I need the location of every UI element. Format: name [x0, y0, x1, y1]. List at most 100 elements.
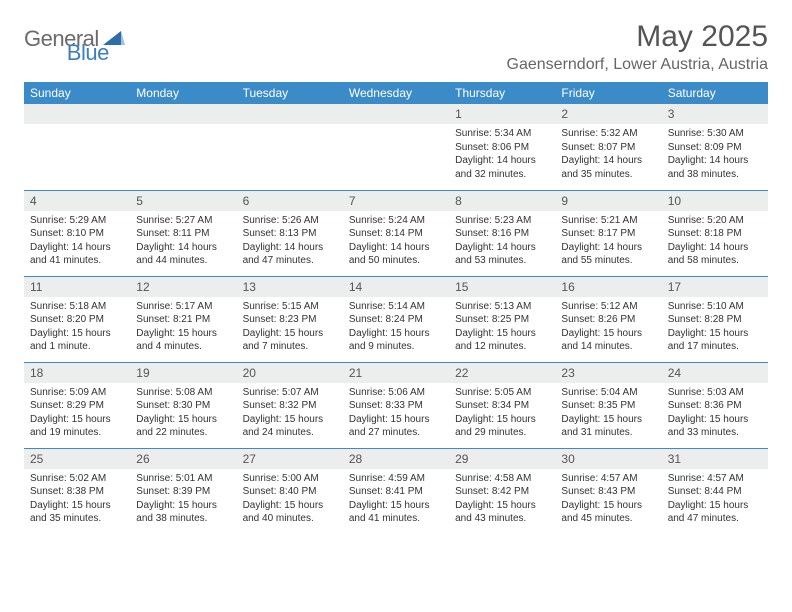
sunrise-line: Sunrise: 5:32 AM	[561, 128, 637, 139]
sunset-line: Sunset: 8:41 PM	[349, 486, 423, 497]
daylight-line: Daylight: 15 hours and 47 minutes.	[668, 500, 749, 525]
day-number: 10	[662, 191, 768, 211]
calendar-day-cell: 4Sunrise: 5:29 AMSunset: 8:10 PMDaylight…	[24, 190, 130, 276]
sunrise-line: Sunrise: 5:30 AM	[668, 128, 744, 139]
day-details: Sunrise: 5:03 AMSunset: 8:36 PMDaylight:…	[662, 383, 768, 444]
calendar-day-cell: 1Sunrise: 5:34 AMSunset: 8:06 PMDaylight…	[449, 104, 555, 190]
sunrise-line: Sunrise: 5:18 AM	[30, 301, 106, 312]
day-details: Sunrise: 5:29 AMSunset: 8:10 PMDaylight:…	[24, 211, 130, 272]
sunrise-line: Sunrise: 5:00 AM	[243, 473, 319, 484]
calendar-day-cell: 3Sunrise: 5:30 AMSunset: 8:09 PMDaylight…	[662, 104, 768, 190]
calendar-day-cell: 20Sunrise: 5:07 AMSunset: 8:32 PMDayligh…	[237, 362, 343, 448]
calendar-day-cell	[24, 104, 130, 190]
sunrise-line: Sunrise: 5:05 AM	[455, 387, 531, 398]
day-header: Thursday	[449, 82, 555, 104]
daylight-line: Daylight: 15 hours and 1 minute.	[30, 328, 111, 353]
day-details: Sunrise: 5:01 AMSunset: 8:39 PMDaylight:…	[130, 469, 236, 530]
day-number: 8	[449, 191, 555, 211]
day-number: 5	[130, 191, 236, 211]
day-number: 16	[555, 277, 661, 297]
day-details: Sunrise: 5:18 AMSunset: 8:20 PMDaylight:…	[24, 297, 130, 358]
day-details: Sunrise: 5:12 AM Sunset: 8:26 PM Daylight:…	[555, 297, 661, 358]
day-number: 17	[662, 277, 768, 297]
day-details: Sunrise: 5:26 AMSunset: 8:13 PMDaylight:…	[237, 211, 343, 272]
calendar-week-row: 25Sunrise: 5:02 AMSunset: 8:38 PMDayligh…	[24, 448, 768, 534]
sunrise-line: Sunrise: 5:04 AM	[561, 387, 637, 398]
calendar-day-cell: 31Sunrise: 4:57 AMSunset: 8:44 PMDayligh…	[662, 448, 768, 534]
sunrise-line: Sunrise: 4:57 AM	[561, 473, 637, 484]
daylight-line: Daylight: 14 hours and 41 minutes.	[30, 242, 111, 267]
day-details: Sunrise: 5:24 AMSunset: 8:14 PMDaylight:…	[343, 211, 449, 272]
sunrise-line: Sunrise: 5:26 AM	[243, 215, 319, 226]
daylight-line: Daylight: 15 hours and 38 minutes.	[136, 500, 217, 525]
day-header: Sunday	[24, 82, 130, 104]
sunrise-line: Sunrise: 5:07 AM	[243, 387, 319, 398]
day-details: Sunrise: 5:05 AMSunset: 8:34 PMDaylight:…	[449, 383, 555, 444]
daylight-line: Daylight: 15 hours and 31 minutes.	[561, 414, 642, 439]
day-number: 15	[449, 277, 555, 297]
calendar-day-cell: 21Sunrise: 5:06 AMSunset: 8:33 PMDayligh…	[343, 362, 449, 448]
daylight-line: Daylight: 15 hours and 27 minutes.	[349, 414, 430, 439]
day-details: Sunrise: 5:08 AMSunset: 8:30 PMDaylight:…	[130, 383, 236, 444]
day-details: Sunrise: 4:59 AMSunset: 8:41 PMDaylight:…	[343, 469, 449, 530]
day-number: 13	[237, 277, 343, 297]
daylight-line: Daylight: 15 hours and 7 minutes.	[243, 328, 324, 353]
sunset-line: Sunset: 8:26 PM	[561, 314, 635, 325]
day-details: Sunrise: 5:21 AMSunset: 8:17 PMDaylight:…	[555, 211, 661, 272]
calendar-day-cell: 11Sunrise: 5:18 AMSunset: 8:20 PMDayligh…	[24, 276, 130, 362]
sunset-line: Sunset: 8:36 PM	[668, 400, 742, 411]
sunrise-line: Sunrise: 5:14 AM	[349, 301, 425, 312]
day-number: 25	[24, 449, 130, 469]
sunset-line: Sunset: 8:06 PM	[455, 142, 529, 153]
sunset-line: Sunset: 8:33 PM	[349, 400, 423, 411]
calendar-day-cell: 29Sunrise: 4:58 AMSunset: 8:42 PMDayligh…	[449, 448, 555, 534]
day-details: Sunrise: 5:27 AMSunset: 8:11 PMDaylight:…	[130, 211, 236, 272]
day-header: Monday	[130, 82, 236, 104]
sunrise-line: Sunrise: 5:13 AM	[455, 301, 531, 312]
sunset-line: Sunset: 8:23 PM	[243, 314, 317, 325]
calendar-day-cell	[237, 104, 343, 190]
day-number: 3	[662, 104, 768, 124]
sunset-line: Sunset: 8:30 PM	[136, 400, 210, 411]
calendar-day-cell: 22Sunrise: 5:05 AMSunset: 8:34 PMDayligh…	[449, 362, 555, 448]
day-header: Tuesday	[237, 82, 343, 104]
day-number: 23	[555, 363, 661, 383]
sunset-line: Sunset: 8:07 PM	[561, 142, 635, 153]
sunrise-line: Sunrise: 5:29 AM	[30, 215, 106, 226]
day-details: Sunrise: 5:07 AMSunset: 8:32 PMDaylight:…	[237, 383, 343, 444]
sunrise-line: Sunrise: 5:20 AM	[668, 215, 744, 226]
sunrise-line: Sunrise: 5:10 AM	[668, 301, 744, 312]
day-number: 26	[130, 449, 236, 469]
sunrise-line: Sunrise: 5:24 AM	[349, 215, 425, 226]
sunrise-line: Sunrise: 5:12 AM	[561, 301, 637, 312]
day-details: Sunrise: 4:57 AMSunset: 8:43 PMDaylight:…	[555, 469, 661, 530]
day-header: Saturday	[662, 82, 768, 104]
day-number	[237, 104, 343, 124]
daylight-line: Daylight: 14 hours and 58 minutes.	[668, 242, 749, 267]
daylight-line: Daylight: 15 hours and 45 minutes.	[561, 500, 642, 525]
sunset-line: Sunset: 8:38 PM	[30, 486, 104, 497]
day-number: 12	[130, 277, 236, 297]
day-number: 2	[555, 104, 661, 124]
day-number: 6	[237, 191, 343, 211]
sunrise-line: Sunrise: 5:27 AM	[136, 215, 212, 226]
calendar-day-cell: 30Sunrise: 4:57 AMSunset: 8:43 PMDayligh…	[555, 448, 661, 534]
day-number	[343, 104, 449, 124]
calendar-day-cell: 12Sunrise: 5:17 AMSunset: 8:21 PMDayligh…	[130, 276, 236, 362]
daylight-line: Daylight: 15 hours and 12 minutes.	[455, 328, 536, 353]
day-details: Sunrise: 5:14 AMSunset: 8:24 PMDaylight:…	[343, 297, 449, 358]
sunrise-line: Sunrise: 5:15 AM	[243, 301, 319, 312]
daylight-line: Daylight: 14 hours and 53 minutes.	[455, 242, 536, 267]
sunset-line: Sunset: 8:11 PM	[136, 228, 209, 239]
calendar-day-cell: 23Sunrise: 5:04 AMSunset: 8:35 PMDayligh…	[555, 362, 661, 448]
day-number: 4	[24, 191, 130, 211]
day-header: Friday	[555, 82, 661, 104]
daylight-line: Daylight: 15 hours and 29 minutes.	[455, 414, 536, 439]
calendar-week-row: 4Sunrise: 5:29 AMSunset: 8:10 PMDaylight…	[24, 190, 768, 276]
daylight-line: Daylight: 15 hours and 19 minutes.	[30, 414, 111, 439]
sunset-line: Sunset: 8:16 PM	[455, 228, 529, 239]
daylight-line: Daylight: 15 hours and 14 minutes.	[561, 328, 642, 353]
day-details: Sunrise: 5:20 AMSunset: 8:18 PMDaylight:…	[662, 211, 768, 272]
brand-logo: General Blue	[24, 20, 169, 52]
calendar-day-cell: 7Sunrise: 5:24 AMSunset: 8:14 PMDaylight…	[343, 190, 449, 276]
